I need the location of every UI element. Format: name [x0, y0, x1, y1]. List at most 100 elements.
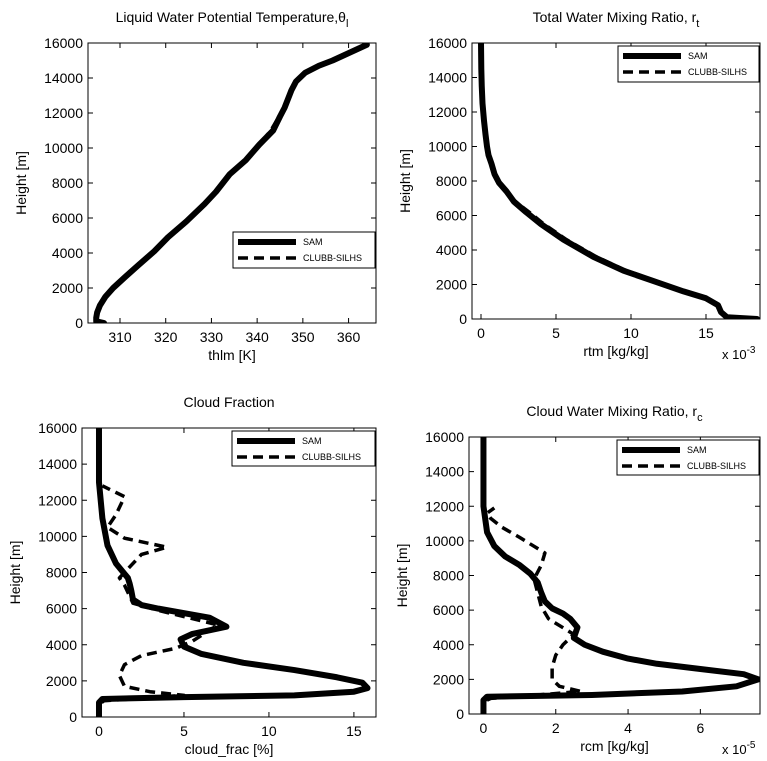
y-tick-label: 0: [75, 315, 83, 331]
plot-area: [471, 42, 761, 320]
x-tick-label: 10: [623, 325, 639, 341]
chart-title: Liquid Water Potential Temperature,θl: [116, 9, 349, 30]
legend: SAM CLUBB-SILHS: [231, 430, 376, 467]
y-tick-label: 16000: [44, 35, 83, 51]
y-tick-label: 0: [459, 311, 467, 327]
y-tick-label: 14000: [44, 70, 83, 86]
x-tick-label: 0: [477, 325, 485, 341]
series-line-sam: [480, 437, 760, 714]
chart-title-subscript: l: [346, 18, 348, 30]
x-tick-label: 310: [108, 329, 132, 345]
chart-title: Total Water Mixing Ratio, rt: [533, 9, 700, 30]
legend-box: [231, 430, 376, 467]
x-tick-label: 2: [552, 720, 560, 736]
y-tick-label: 8000: [46, 565, 77, 581]
legend: SAM CLUBB-SILHS: [616, 439, 760, 476]
y-tick-label: 10000: [428, 139, 467, 155]
y-tick-label: 4000: [52, 245, 83, 261]
series-line-clubb-silhs: [97, 484, 220, 717]
x-axis-exponent-power: -5: [747, 740, 756, 751]
legend: SAM CLUBB-SILHS: [232, 231, 376, 269]
x-axis-exponent-base: x 10: [722, 347, 747, 362]
legend-label: SAM: [687, 445, 707, 455]
y-tick-label: 14000: [425, 464, 464, 480]
x-axis-exponent: x 10-3: [722, 345, 756, 362]
chart-panel-1: 0 2000 4000 6000 8000 10000 12000 14000 16000 310…: [13, 9, 377, 363]
y-tick-label: 2000: [46, 673, 77, 689]
x-axis-label: rcm [kg/kg]: [580, 738, 648, 754]
series-line-clubb-silhs: [481, 506, 583, 714]
y-tick-label: 4000: [436, 242, 467, 258]
x-tick-label: 15: [346, 723, 362, 739]
y-tick-label: 10000: [38, 528, 77, 544]
y-tick-label: 12000: [38, 492, 77, 508]
chart-title: Cloud Fraction: [183, 394, 274, 410]
legend-label: CLUBB-SILHS: [688, 67, 747, 77]
y-tick-label: 0: [69, 709, 77, 725]
x-axis-label: thlm [K]: [208, 347, 255, 363]
y-tick-label: 12000: [425, 498, 464, 514]
legend-box: [617, 45, 760, 83]
x-tick-label: 350: [291, 329, 315, 345]
chart-panel-4: 0 2000 4000 6000 8000 10000 12000 14000 16000 0 2 4…: [394, 403, 761, 757]
x-axis-exponent-power: -3: [747, 345, 756, 356]
x-tick-label: 15: [698, 325, 714, 341]
x-tick-label: 4: [624, 720, 632, 736]
y-tick-label: 10000: [44, 140, 83, 156]
x-tick-label: 360: [337, 329, 361, 345]
legend-box: [616, 439, 760, 476]
chart-panel-2: 0 2000 4000 6000 8000 10000 12000 14000 16000 0 5 1…: [397, 9, 761, 362]
y-tick-label: 8000: [433, 568, 464, 584]
legend-label: SAM: [302, 436, 322, 446]
y-tick-label: 2000: [436, 277, 467, 293]
y-axis-label: Height [m]: [394, 544, 410, 608]
series-line-sam: [95, 428, 371, 717]
series-line-clubb-silhs: [94, 43, 368, 323]
legend: SAM CLUBB-SILHS: [617, 45, 760, 83]
x-axis-label: rtm [kg/kg]: [583, 343, 648, 359]
y-tick-label: 16000: [425, 429, 464, 445]
x-tick-label: 5: [552, 325, 560, 341]
plot-area: [87, 42, 377, 324]
legend-label: SAM: [688, 51, 708, 61]
y-tick-label: 4000: [46, 637, 77, 653]
y-axis-label: Height [m]: [13, 151, 29, 215]
x-axis-exponent-base: x 10: [722, 742, 747, 757]
y-tick-label: 8000: [52, 175, 83, 191]
chart-title-subscript: c: [697, 412, 703, 424]
y-tick-label: 6000: [433, 602, 464, 618]
y-tick-label: 6000: [46, 601, 77, 617]
x-axis-label: cloud_frac [%]: [185, 741, 274, 757]
y-axis-label: Height [m]: [7, 541, 23, 605]
y-tick-label: 6000: [436, 208, 467, 224]
y-tick-label: 4000: [433, 637, 464, 653]
legend-box: [232, 231, 376, 269]
x-axis-exponent: x 10-5: [722, 740, 756, 757]
y-tick-label: 0: [456, 706, 464, 722]
y-tick-label: 16000: [428, 35, 467, 51]
x-tick-label: 330: [200, 329, 224, 345]
x-tick-label: 5: [180, 723, 188, 739]
x-tick-label: 340: [245, 329, 269, 345]
legend-label: SAM: [303, 237, 323, 247]
y-tick-label: 14000: [38, 456, 77, 472]
x-tick-label: 0: [480, 720, 488, 736]
legend-label: CLUBB-SILHS: [302, 452, 361, 462]
y-tick-label: 12000: [428, 104, 467, 120]
x-tick-label: 10: [261, 723, 277, 739]
chart-title: Cloud Water Mixing Ratio, rc: [526, 403, 703, 424]
y-axis-label: Height [m]: [397, 149, 413, 213]
y-tick-label: 14000: [428, 70, 467, 86]
y-tick-label: 12000: [44, 105, 83, 121]
series-line-clubb-silhs: [479, 43, 758, 319]
chart-panel-3: 0 2000 4000 6000 8000 10000 12000 14000 16000 0 5 1…: [7, 394, 377, 757]
legend-label: CLUBB-SILHS: [303, 253, 362, 263]
y-tick-label: 6000: [52, 210, 83, 226]
chart-title-text: Cloud Water Mixing Ratio, r: [526, 403, 697, 419]
y-tick-label: 8000: [436, 173, 467, 189]
chart-title-subscript: t: [696, 18, 699, 30]
chart-title-text: Cloud Fraction: [183, 394, 274, 410]
x-tick-label: 0: [95, 723, 103, 739]
legend-label: CLUBB-SILHS: [687, 461, 746, 471]
